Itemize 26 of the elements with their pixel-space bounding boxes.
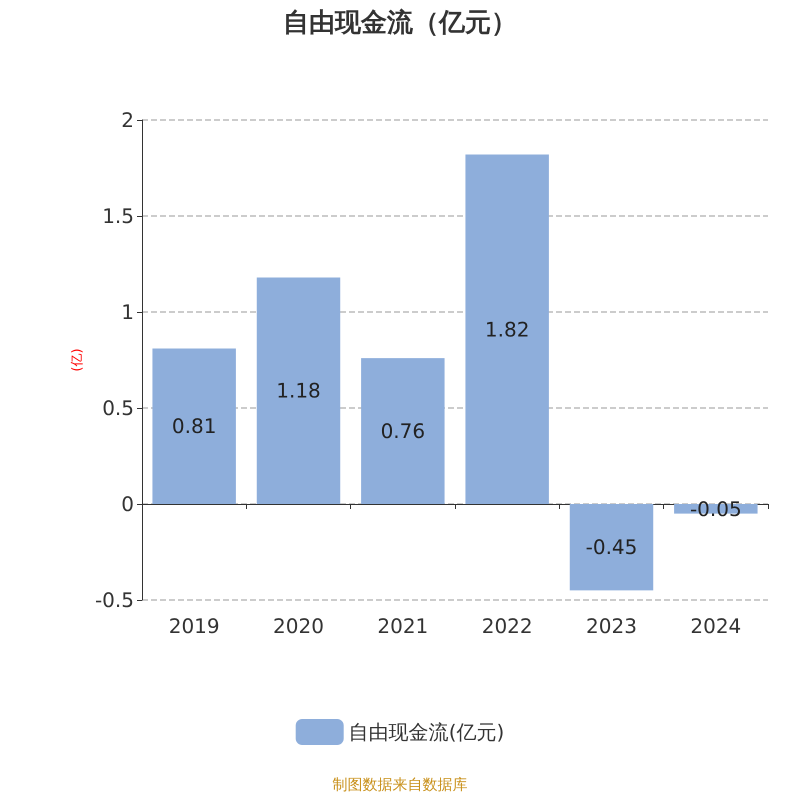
- chart-title: 自由现金流（亿元）: [283, 8, 517, 38]
- y-tick-label: 1.5: [102, 204, 134, 228]
- legend-label: 自由现金流(亿元): [348, 720, 504, 744]
- x-tick-label: 2020: [273, 614, 324, 638]
- x-tick-label: 2024: [690, 614, 742, 638]
- bar: [570, 504, 654, 590]
- x-tick-label: 2021: [377, 614, 428, 638]
- data-label: 1.18: [276, 378, 321, 403]
- bar: [256, 277, 340, 504]
- data-label: 1.82: [484, 317, 530, 342]
- y-tick-label: 0: [121, 492, 134, 516]
- x-tick-label: 2022: [482, 614, 533, 638]
- data-label: 0.76: [380, 419, 426, 444]
- bar: [152, 348, 236, 504]
- data-label: -0.45: [586, 535, 638, 560]
- text: 制图数据来自数据库: [332, 776, 468, 794]
- y-tick-label: -0.5: [94, 588, 134, 612]
- bar: [465, 154, 549, 504]
- y-tick-label: 1: [121, 300, 134, 324]
- x-tick-label: 2023: [586, 614, 637, 638]
- y-axis-title: (亿): [70, 348, 85, 372]
- data-label: 0.81: [172, 414, 216, 438]
- bar: [361, 358, 445, 504]
- x-tick-label: 2019: [168, 614, 220, 638]
- y-tick-label: 2: [121, 108, 134, 132]
- y-tick-label: 0.5: [102, 396, 134, 420]
